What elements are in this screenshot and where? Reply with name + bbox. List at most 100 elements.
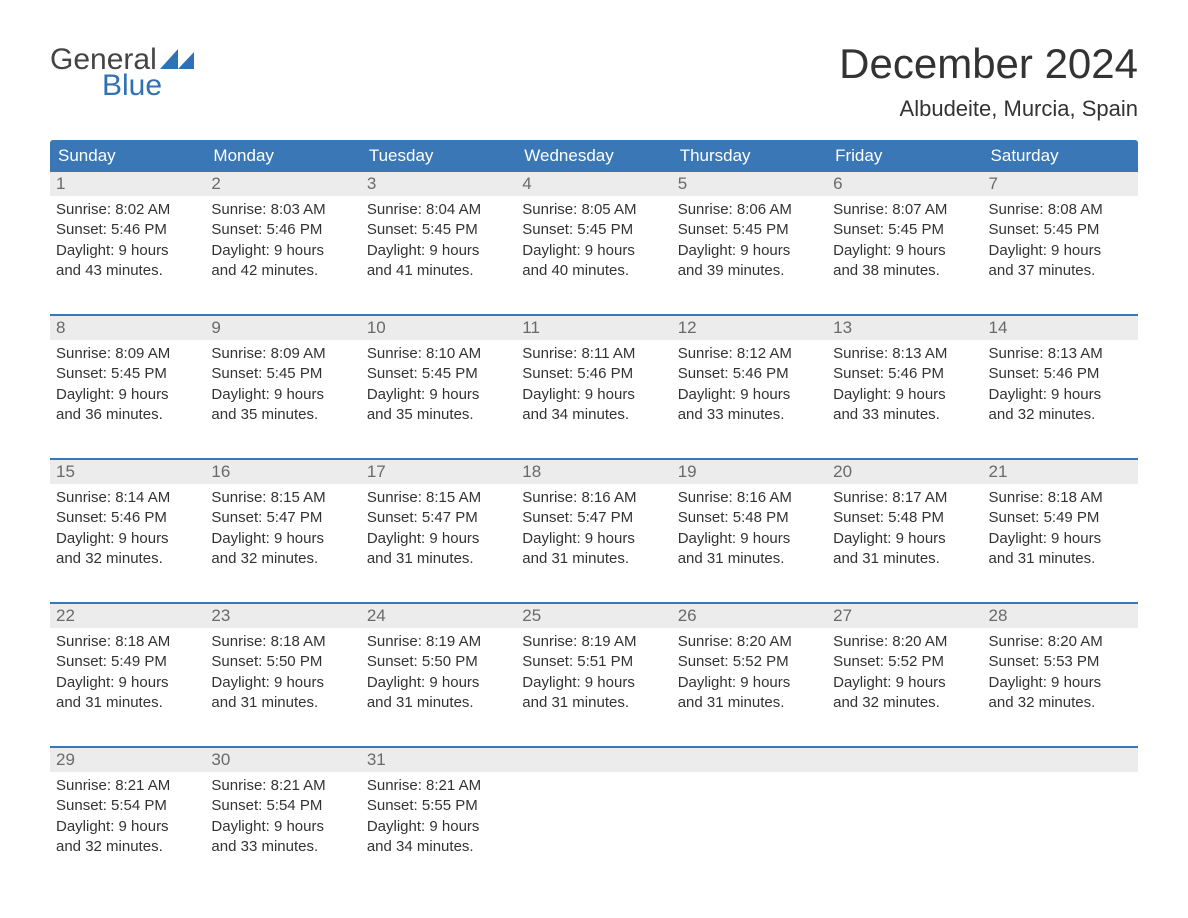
day-sunrise-text: Sunrise: 8:03 AM bbox=[211, 200, 354, 220]
day-sunset-text: Sunset: 5:45 PM bbox=[678, 220, 821, 240]
day-d2-text: and 31 minutes. bbox=[833, 549, 976, 569]
day-number: 30 bbox=[205, 748, 360, 772]
day-number: 11 bbox=[516, 316, 671, 340]
calendar-week: 29Sunrise: 8:21 AMSunset: 5:54 PMDayligh… bbox=[50, 746, 1138, 876]
day-d1-text: Daylight: 9 hours bbox=[989, 673, 1132, 693]
calendar-week: 22Sunrise: 8:18 AMSunset: 5:49 PMDayligh… bbox=[50, 602, 1138, 732]
day-d2-text: and 32 minutes. bbox=[989, 693, 1132, 713]
day-d2-text: and 35 minutes. bbox=[211, 405, 354, 425]
calendar-day bbox=[672, 748, 827, 876]
calendar-day: 11Sunrise: 8:11 AMSunset: 5:46 PMDayligh… bbox=[516, 316, 671, 444]
day-sunrise-text: Sunrise: 8:19 AM bbox=[367, 632, 510, 652]
day-sunrise-text: Sunrise: 8:14 AM bbox=[56, 488, 199, 508]
day-details: Sunrise: 8:09 AMSunset: 5:45 PMDaylight:… bbox=[50, 340, 205, 431]
day-details: Sunrise: 8:03 AMSunset: 5:46 PMDaylight:… bbox=[205, 196, 360, 287]
day-sunset-text: Sunset: 5:45 PM bbox=[367, 220, 510, 240]
day-d1-text: Daylight: 9 hours bbox=[833, 673, 976, 693]
day-number: 15 bbox=[50, 460, 205, 484]
day-d2-text: and 31 minutes. bbox=[56, 693, 199, 713]
day-sunset-text: Sunset: 5:49 PM bbox=[56, 652, 199, 672]
day-d1-text: Daylight: 9 hours bbox=[56, 241, 199, 261]
day-d1-text: Daylight: 9 hours bbox=[56, 673, 199, 693]
day-details: Sunrise: 8:04 AMSunset: 5:45 PMDaylight:… bbox=[361, 196, 516, 287]
day-number: 7 bbox=[983, 172, 1138, 196]
day-d1-text: Daylight: 9 hours bbox=[211, 817, 354, 837]
day-d2-text: and 34 minutes. bbox=[522, 405, 665, 425]
day-number: 14 bbox=[983, 316, 1138, 340]
day-number: 3 bbox=[361, 172, 516, 196]
weekday-header-cell: Friday bbox=[827, 140, 982, 172]
day-d1-text: Daylight: 9 hours bbox=[522, 673, 665, 693]
day-sunset-text: Sunset: 5:54 PM bbox=[56, 796, 199, 816]
calendar-week: 8Sunrise: 8:09 AMSunset: 5:45 PMDaylight… bbox=[50, 314, 1138, 444]
day-d1-text: Daylight: 9 hours bbox=[522, 385, 665, 405]
calendar: SundayMondayTuesdayWednesdayThursdayFrid… bbox=[50, 140, 1138, 876]
day-d1-text: Daylight: 9 hours bbox=[367, 673, 510, 693]
day-d1-text: Daylight: 9 hours bbox=[833, 529, 976, 549]
calendar-day: 2Sunrise: 8:03 AMSunset: 5:46 PMDaylight… bbox=[205, 172, 360, 300]
brand-triangle-icon bbox=[160, 49, 194, 73]
calendar-day: 17Sunrise: 8:15 AMSunset: 5:47 PMDayligh… bbox=[361, 460, 516, 588]
day-sunset-text: Sunset: 5:55 PM bbox=[367, 796, 510, 816]
calendar-day: 12Sunrise: 8:12 AMSunset: 5:46 PMDayligh… bbox=[672, 316, 827, 444]
day-sunset-text: Sunset: 5:46 PM bbox=[56, 220, 199, 240]
day-sunset-text: Sunset: 5:50 PM bbox=[367, 652, 510, 672]
day-details: Sunrise: 8:19 AMSunset: 5:51 PMDaylight:… bbox=[516, 628, 671, 719]
day-sunrise-text: Sunrise: 8:13 AM bbox=[833, 344, 976, 364]
calendar-day: 7Sunrise: 8:08 AMSunset: 5:45 PMDaylight… bbox=[983, 172, 1138, 300]
day-details: Sunrise: 8:05 AMSunset: 5:45 PMDaylight:… bbox=[516, 196, 671, 287]
day-d1-text: Daylight: 9 hours bbox=[678, 673, 821, 693]
week-spacer bbox=[50, 444, 1138, 458]
day-number: 16 bbox=[205, 460, 360, 484]
brand-logo: General Blue bbox=[50, 40, 194, 101]
day-d1-text: Daylight: 9 hours bbox=[833, 385, 976, 405]
calendar-day: 23Sunrise: 8:18 AMSunset: 5:50 PMDayligh… bbox=[205, 604, 360, 732]
day-details: Sunrise: 8:07 AMSunset: 5:45 PMDaylight:… bbox=[827, 196, 982, 287]
calendar-day: 18Sunrise: 8:16 AMSunset: 5:47 PMDayligh… bbox=[516, 460, 671, 588]
day-d1-text: Daylight: 9 hours bbox=[367, 529, 510, 549]
day-sunset-text: Sunset: 5:46 PM bbox=[678, 364, 821, 384]
day-sunrise-text: Sunrise: 8:08 AM bbox=[989, 200, 1132, 220]
day-sunset-text: Sunset: 5:47 PM bbox=[367, 508, 510, 528]
day-sunset-text: Sunset: 5:45 PM bbox=[367, 364, 510, 384]
weekday-header-row: SundayMondayTuesdayWednesdayThursdayFrid… bbox=[50, 140, 1138, 172]
calendar-day: 22Sunrise: 8:18 AMSunset: 5:49 PMDayligh… bbox=[50, 604, 205, 732]
day-number: 1 bbox=[50, 172, 205, 196]
day-d2-text: and 33 minutes. bbox=[833, 405, 976, 425]
day-sunset-text: Sunset: 5:54 PM bbox=[211, 796, 354, 816]
day-d2-text: and 31 minutes. bbox=[678, 549, 821, 569]
day-sunset-text: Sunset: 5:48 PM bbox=[833, 508, 976, 528]
day-details: Sunrise: 8:18 AMSunset: 5:49 PMDaylight:… bbox=[983, 484, 1138, 575]
weekday-header-cell: Tuesday bbox=[361, 140, 516, 172]
day-sunrise-text: Sunrise: 8:09 AM bbox=[56, 344, 199, 364]
day-sunrise-text: Sunrise: 8:15 AM bbox=[211, 488, 354, 508]
day-d2-text: and 31 minutes. bbox=[678, 693, 821, 713]
day-details: Sunrise: 8:18 AMSunset: 5:49 PMDaylight:… bbox=[50, 628, 205, 719]
day-d1-text: Daylight: 9 hours bbox=[833, 241, 976, 261]
calendar-day: 9Sunrise: 8:09 AMSunset: 5:45 PMDaylight… bbox=[205, 316, 360, 444]
day-number: 18 bbox=[516, 460, 671, 484]
calendar-week: 1Sunrise: 8:02 AMSunset: 5:46 PMDaylight… bbox=[50, 172, 1138, 300]
day-d1-text: Daylight: 9 hours bbox=[56, 385, 199, 405]
day-d2-text: and 34 minutes. bbox=[367, 837, 510, 857]
page-header: General Blue December 2024 Albudeite, Mu… bbox=[50, 40, 1138, 122]
calendar-day: 6Sunrise: 8:07 AMSunset: 5:45 PMDaylight… bbox=[827, 172, 982, 300]
calendar-day: 20Sunrise: 8:17 AMSunset: 5:48 PMDayligh… bbox=[827, 460, 982, 588]
day-sunrise-text: Sunrise: 8:05 AM bbox=[522, 200, 665, 220]
day-number bbox=[983, 748, 1138, 772]
calendar-day: 16Sunrise: 8:15 AMSunset: 5:47 PMDayligh… bbox=[205, 460, 360, 588]
day-d1-text: Daylight: 9 hours bbox=[522, 241, 665, 261]
day-number bbox=[827, 748, 982, 772]
day-number: 20 bbox=[827, 460, 982, 484]
day-sunrise-text: Sunrise: 8:10 AM bbox=[367, 344, 510, 364]
day-sunset-text: Sunset: 5:45 PM bbox=[833, 220, 976, 240]
day-sunrise-text: Sunrise: 8:21 AM bbox=[56, 776, 199, 796]
day-d1-text: Daylight: 9 hours bbox=[211, 673, 354, 693]
day-d1-text: Daylight: 9 hours bbox=[367, 385, 510, 405]
day-d2-text: and 32 minutes. bbox=[56, 549, 199, 569]
day-d2-text: and 37 minutes. bbox=[989, 261, 1132, 281]
day-d1-text: Daylight: 9 hours bbox=[367, 241, 510, 261]
day-sunrise-text: Sunrise: 8:15 AM bbox=[367, 488, 510, 508]
day-d1-text: Daylight: 9 hours bbox=[211, 529, 354, 549]
calendar-day: 25Sunrise: 8:19 AMSunset: 5:51 PMDayligh… bbox=[516, 604, 671, 732]
